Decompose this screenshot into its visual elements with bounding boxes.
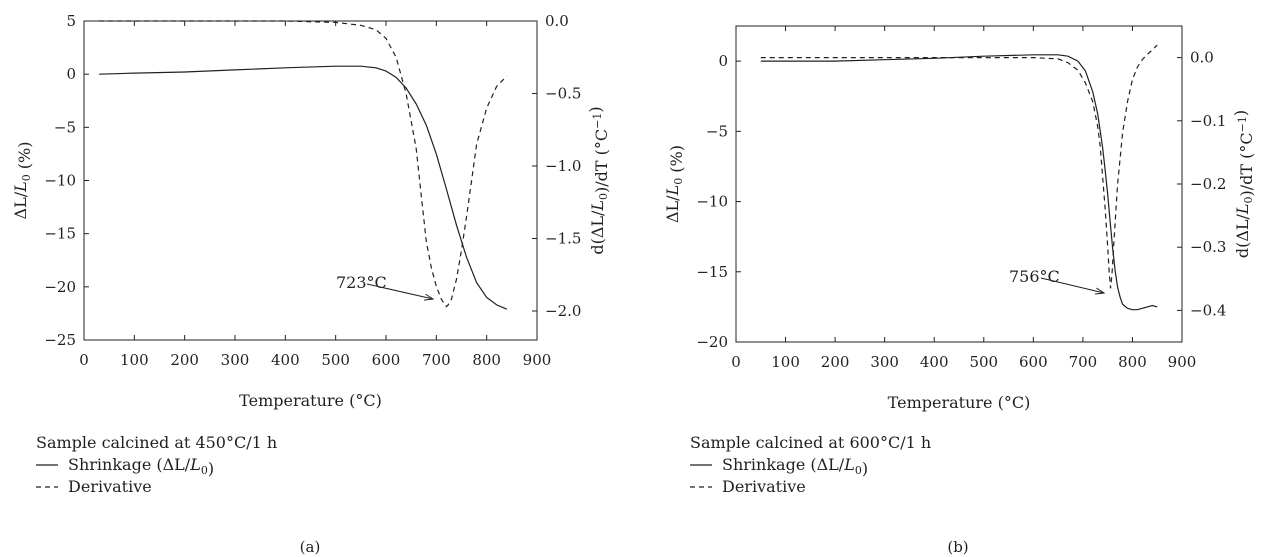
y-tick-label: −10 xyxy=(44,172,76,190)
x-tick-label: 300 xyxy=(870,353,899,371)
annotation-arrow-head xyxy=(424,293,435,301)
y-axis-label: ΔL/L0 (%) xyxy=(11,142,34,220)
x-tick-label: 100 xyxy=(120,351,149,369)
peak-annotation: 756°C xyxy=(1009,267,1060,286)
legend-entry: Derivative xyxy=(68,477,152,496)
derivative-series-line xyxy=(99,20,508,308)
x-tick-label: 300 xyxy=(221,351,250,369)
y-tick-label: −15 xyxy=(696,263,728,281)
y-tick-label: 0 xyxy=(66,65,76,83)
y2-tick-label: −0.4 xyxy=(1190,301,1226,319)
y2-tick-label: 0.0 xyxy=(545,12,569,30)
x-tick-label: 200 xyxy=(821,353,850,371)
y2-tick-label: −2.0 xyxy=(545,302,581,320)
y-tick-label: −5 xyxy=(54,118,76,136)
annotation-arrow xyxy=(366,283,434,300)
x-tick-label: 900 xyxy=(1168,353,1197,371)
y-tick-label: 5 xyxy=(66,12,76,30)
legend-entry: Shrinkage (ΔL/L0) xyxy=(722,455,868,478)
y2-tick-label: −1.5 xyxy=(545,230,581,248)
x-tick-label: 400 xyxy=(271,351,300,369)
x-tick-label: 700 xyxy=(1069,353,1098,371)
y-axis-label: ΔL/L0 (%) xyxy=(663,145,686,223)
legend-title: Sample calcined at 600°C/1 h xyxy=(690,433,931,452)
y-tick-label: −10 xyxy=(696,193,728,211)
x-tick-label: 0 xyxy=(731,353,741,371)
legend-entry: Shrinkage (ΔL/L0) xyxy=(68,455,214,478)
y2-tick-label: −0.3 xyxy=(1190,238,1226,256)
x-axis-label: Temperature (°C) xyxy=(888,393,1031,412)
x-tick-label: 700 xyxy=(422,351,451,369)
x-tick-label: 500 xyxy=(969,353,998,371)
x-tick-label: 200 xyxy=(170,351,199,369)
x-axis-label: Temperature (°C) xyxy=(239,391,382,410)
x-tick-label: 800 xyxy=(1118,353,1147,371)
y-tick-label: 0 xyxy=(718,52,728,70)
y2-axis-label: d(ΔL/L0)/dT (°C−1) xyxy=(586,106,611,254)
x-tick-label: 400 xyxy=(920,353,949,371)
panel-label: (b) xyxy=(947,538,968,556)
x-tick-label: 0 xyxy=(79,351,89,369)
x-tick-label: 500 xyxy=(321,351,350,369)
chart-panel-b: 0 100 200 300 400 500 600 700 800 900 0 −5 −10 −15 −20… xyxy=(663,25,1256,556)
shrinkage-series-line xyxy=(760,54,1158,311)
annotation-arrow xyxy=(1040,277,1105,294)
legend-entry: Derivative xyxy=(722,477,806,496)
chart-panel-a: 0 100 200 300 400 500 600 700 800 900 5 0 −5 −10 −15 −2… xyxy=(11,12,611,556)
y2-tick-label: −0.5 xyxy=(545,85,581,103)
y-tick-label: −5 xyxy=(706,122,728,140)
legend-title: Sample calcined at 450°C/1 h xyxy=(36,433,277,452)
y2-tick-label: −0.1 xyxy=(1190,112,1226,130)
x-tick-label: 900 xyxy=(523,351,552,369)
y2-tick-label: −0.2 xyxy=(1190,175,1226,193)
shrinkage-series-line xyxy=(99,65,508,310)
y-tick-label: −15 xyxy=(44,225,76,243)
derivative-series-line xyxy=(760,44,1158,289)
x-tick-label: 600 xyxy=(372,351,401,369)
x-tick-label: 800 xyxy=(472,351,501,369)
y-tick-label: −20 xyxy=(44,278,76,296)
annotation-arrow-head xyxy=(1095,287,1106,295)
panel-label: (a) xyxy=(300,538,321,556)
plot-frame xyxy=(735,25,1183,343)
y-tick-label: −20 xyxy=(696,333,728,351)
x-tick-label: 100 xyxy=(771,353,800,371)
x-tick-label: 600 xyxy=(1019,353,1048,371)
plot-frame xyxy=(83,20,538,341)
y2-axis-label: d(ΔL/L0)/dT (°C−1) xyxy=(1231,110,1256,258)
y2-tick-label: 0.0 xyxy=(1190,49,1214,67)
y-tick-label: −25 xyxy=(44,331,76,349)
peak-annotation: 723°C xyxy=(336,273,387,292)
y2-tick-label: −1.0 xyxy=(545,157,581,175)
